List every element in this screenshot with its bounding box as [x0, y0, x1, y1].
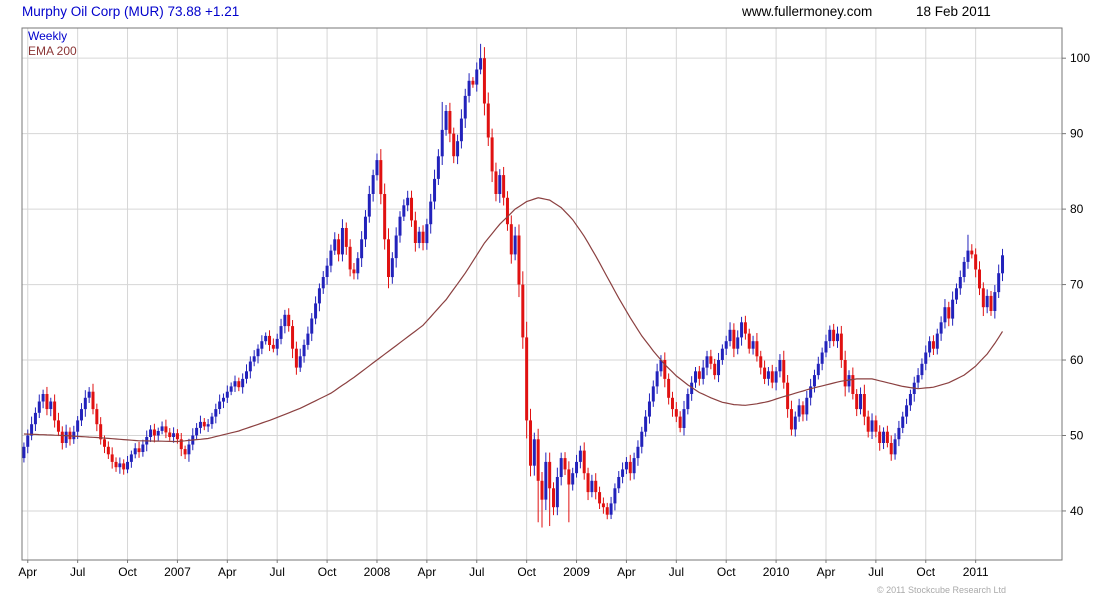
candlesticks	[22, 43, 1005, 528]
chart-title: Murphy Oil Corp (MUR) 73.88 +1.21	[22, 4, 240, 19]
svg-text:Apr: Apr	[817, 565, 836, 579]
svg-text:60: 60	[1070, 353, 1084, 367]
y-axis-labels: 40 50 60 70 80 90 100	[1070, 51, 1090, 518]
svg-text:Oct: Oct	[717, 565, 736, 579]
svg-text:Apr: Apr	[418, 565, 437, 579]
svg-text:2008: 2008	[364, 565, 391, 579]
gridlines	[22, 28, 1062, 560]
svg-text:2011: 2011	[963, 565, 989, 579]
svg-text:70: 70	[1070, 278, 1084, 292]
website-text: www.fullermoney.com	[742, 4, 873, 19]
svg-text:Jul: Jul	[70, 565, 85, 579]
svg-text:2007: 2007	[164, 565, 191, 579]
svg-text:80: 80	[1070, 202, 1084, 216]
svg-text:Oct: Oct	[118, 565, 137, 579]
svg-text:Oct: Oct	[916, 565, 935, 579]
ema-line	[23, 197, 1004, 443]
svg-text:2009: 2009	[563, 565, 590, 579]
copyright-text: © 2011 Stockcube Research Ltd	[876, 585, 1006, 595]
svg-text:Jul: Jul	[469, 565, 484, 579]
legend-timeframe-label: Weekly	[28, 29, 68, 43]
svg-text:40: 40	[1070, 504, 1084, 518]
date-text: 18 Feb 2011	[916, 4, 991, 19]
svg-text:Jul: Jul	[270, 565, 285, 579]
svg-text:Jul: Jul	[669, 565, 684, 579]
svg-text:Oct: Oct	[318, 565, 337, 579]
plot-frame	[21, 27, 1066, 563]
svg-text:Oct: Oct	[517, 565, 536, 579]
svg-text:100: 100	[1070, 51, 1090, 65]
svg-text:90: 90	[1070, 127, 1084, 141]
svg-text:Apr: Apr	[617, 565, 636, 579]
svg-text:50: 50	[1070, 428, 1084, 442]
svg-text:Jul: Jul	[868, 565, 883, 579]
legend-ema-label: EMA 200	[28, 44, 77, 58]
svg-text:Apr: Apr	[18, 565, 37, 579]
svg-text:Apr: Apr	[218, 565, 237, 579]
svg-text:2010: 2010	[763, 565, 790, 579]
x-axis-labels: Apr Jul Oct 2007 Apr Jul Oct 2008 Apr Jul Oct 2009 A…	[18, 565, 988, 579]
